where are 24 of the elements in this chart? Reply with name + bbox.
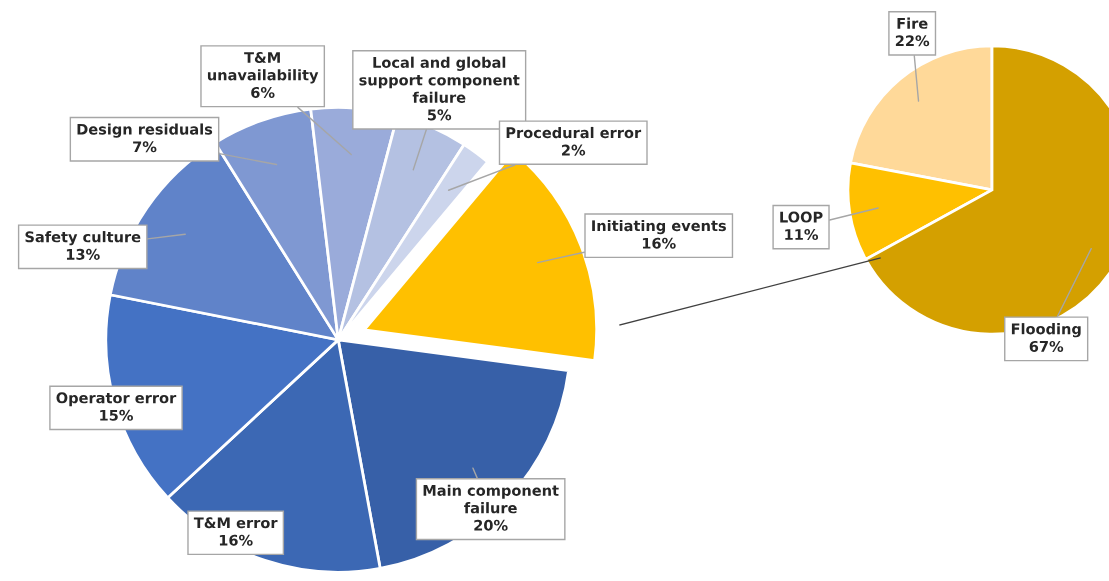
data-label: 67% — [1029, 340, 1064, 352]
slice-label: T&M unavailability — [207, 51, 319, 84]
slice-label: Initiating events — [592, 219, 726, 235]
data-label: 2% — [562, 144, 586, 156]
data-label: 5% — [427, 109, 452, 121]
data-label: 20% — [474, 519, 508, 531]
data-label: 16% — [219, 534, 253, 546]
data-label: 7% — [133, 141, 157, 153]
data-label: 6% — [251, 86, 275, 98]
data-label: 15% — [100, 409, 133, 421]
slice-label: Operator error — [56, 392, 177, 407]
slice-label: Procedural error — [506, 126, 642, 139]
slice-label: Local and global support component failure — [359, 56, 520, 103]
slice-label: Safety culture — [25, 231, 141, 246]
slice-label: Flooding — [1011, 323, 1081, 338]
slice-label: Fire — [897, 17, 928, 29]
data-label: 16% — [642, 237, 676, 249]
slice-label: LOOP — [780, 211, 823, 223]
slice-label: Main component failure — [423, 484, 559, 514]
slice-label: T&M error — [193, 517, 278, 529]
data-label: 22% — [895, 35, 930, 47]
data-label: 11% — [785, 229, 819, 241]
data-label: 13% — [66, 248, 100, 260]
slice-label: Design residuals — [77, 123, 213, 138]
